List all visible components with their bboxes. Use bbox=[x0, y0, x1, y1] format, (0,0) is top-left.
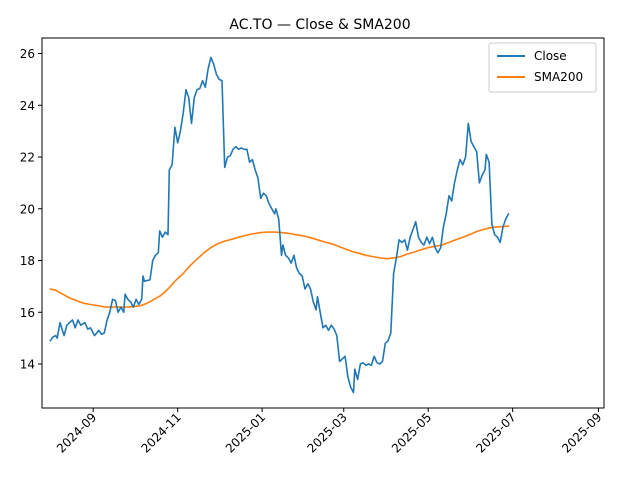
legend-label-close: Close bbox=[534, 49, 567, 63]
legend: Close SMA200 bbox=[488, 42, 597, 93]
y-tick-label: 14 bbox=[20, 358, 35, 372]
legend-label-sma200: SMA200 bbox=[534, 70, 583, 84]
x-tick-label: 2025-03 bbox=[305, 410, 350, 455]
x-tick-label: 2025-09 bbox=[559, 410, 604, 455]
plot-area bbox=[42, 38, 604, 408]
series-line-close bbox=[49, 56, 510, 394]
y-axis: 14 16 18 20 22 24 26 bbox=[20, 47, 42, 372]
x-tick-label: 2025-07 bbox=[473, 410, 518, 455]
y-tick-label: 18 bbox=[20, 254, 35, 268]
y-tick-label: 16 bbox=[20, 306, 35, 320]
x-tick-label: 2024-11 bbox=[138, 410, 183, 455]
y-tick-label: 26 bbox=[20, 47, 35, 61]
y-tick-label: 22 bbox=[20, 151, 35, 165]
x-tick-label: 2025-05 bbox=[389, 410, 434, 455]
y-tick-label: 20 bbox=[20, 202, 35, 216]
x-tick-label: 2025-01 bbox=[223, 410, 268, 455]
x-tick-label: 2024-09 bbox=[54, 410, 99, 455]
plot-frame bbox=[41, 37, 605, 409]
chart-title: AC.TO — Close & SMA200 bbox=[229, 17, 410, 33]
y-tick-label: 24 bbox=[20, 99, 35, 113]
x-axis: 2024-09 2024-11 2025-01 2025-03 2025-05 2025-… bbox=[54, 408, 605, 456]
series-layer bbox=[49, 56, 510, 394]
